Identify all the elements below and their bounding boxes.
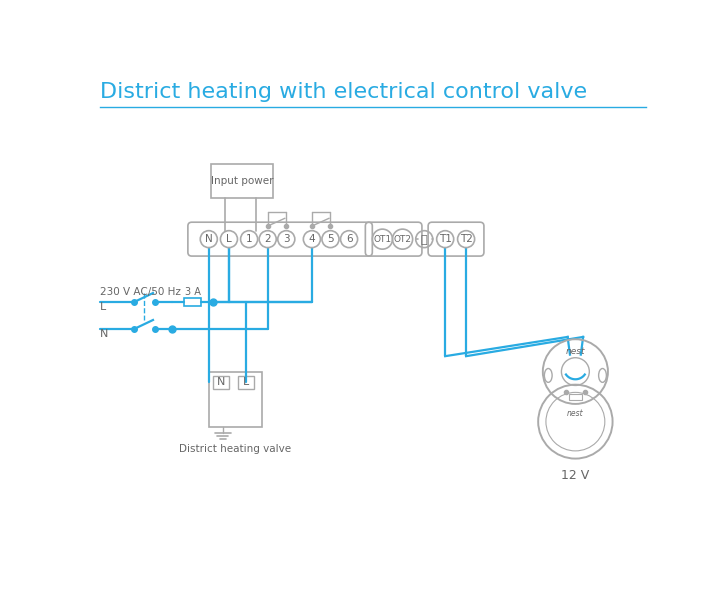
Text: L: L <box>100 302 106 312</box>
Text: L: L <box>226 234 232 244</box>
Text: N: N <box>205 234 213 244</box>
Bar <box>569 394 582 400</box>
Text: L: L <box>243 377 249 387</box>
Text: N: N <box>100 329 108 339</box>
Text: ⏚: ⏚ <box>421 235 427 245</box>
Text: nest: nest <box>566 347 585 356</box>
Bar <box>238 376 254 388</box>
Text: OT2: OT2 <box>394 235 411 244</box>
Text: 230 V AC/50 Hz: 230 V AC/50 Hz <box>100 287 181 297</box>
Text: N: N <box>217 377 226 387</box>
Text: Input power: Input power <box>211 176 274 186</box>
Text: T2: T2 <box>459 234 472 244</box>
Bar <box>213 376 229 388</box>
Bar <box>211 164 273 198</box>
Text: OT1: OT1 <box>373 235 392 244</box>
Text: 1: 1 <box>246 234 253 244</box>
Text: District heating with electrical control valve: District heating with electrical control… <box>100 82 587 102</box>
Text: T1: T1 <box>439 234 451 244</box>
Text: nest: nest <box>567 409 584 418</box>
Text: 3 A: 3 A <box>185 287 200 298</box>
Text: 12 V: 12 V <box>561 469 590 482</box>
Text: 3: 3 <box>283 234 290 244</box>
Text: 4: 4 <box>309 234 315 244</box>
Bar <box>209 372 261 427</box>
Text: District heating valve: District heating valve <box>179 444 291 454</box>
Bar <box>184 298 201 306</box>
Text: 2: 2 <box>264 234 271 244</box>
Text: 5: 5 <box>327 234 333 244</box>
Text: 6: 6 <box>346 234 352 244</box>
